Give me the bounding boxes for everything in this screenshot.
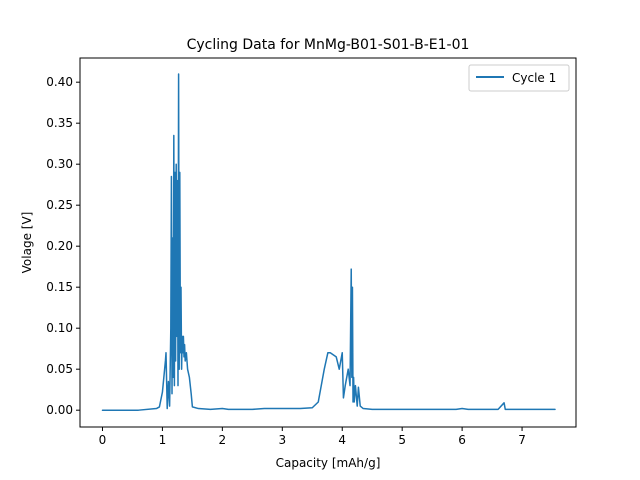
x-tick-label: 1 bbox=[159, 433, 167, 447]
x-tick-label: 0 bbox=[99, 433, 107, 447]
y-axis-label: Volage [V] bbox=[20, 212, 34, 274]
x-tick-label: 6 bbox=[458, 433, 466, 447]
y-tick-label: 0.00 bbox=[46, 403, 73, 417]
y-tick-label: 0.25 bbox=[46, 198, 73, 212]
plot-area bbox=[80, 58, 576, 427]
x-tick-label: 3 bbox=[278, 433, 286, 447]
y-tick-label: 0.35 bbox=[46, 116, 73, 130]
plot-frame bbox=[79, 57, 577, 428]
y-tick-label: 0.40 bbox=[46, 75, 73, 89]
legend-entry-cycle-1: Cycle 1 bbox=[512, 71, 556, 85]
chart-title: Cycling Data for MnMg-B01-S01-B-E1-01 bbox=[187, 37, 470, 53]
x-tick-label: 2 bbox=[219, 433, 227, 447]
series-line-cycle-1 bbox=[101, 73, 556, 411]
x-tick-label: 7 bbox=[518, 433, 526, 447]
y-tick-label: 0.15 bbox=[46, 280, 73, 294]
y-tick-label: 0.30 bbox=[46, 157, 73, 171]
y-tick-label: 0.20 bbox=[46, 239, 73, 253]
legend: Cycle 1 bbox=[468, 64, 570, 92]
series-layer bbox=[101, 73, 556, 411]
legend-box bbox=[468, 64, 570, 92]
y-tick-label: 0.10 bbox=[46, 321, 73, 335]
x-tick-label: 5 bbox=[398, 433, 406, 447]
x-axis-label: Capacity [mAh/g] bbox=[276, 456, 381, 470]
ticks-layer: 0 1 2 3 4 5 6 7 0.00 0.05 0.10 0.15 0.20 0.25 0.30 0.35… bbox=[46, 75, 526, 447]
x-tick-label: 4 bbox=[338, 433, 346, 447]
y-tick-label: 0.05 bbox=[46, 362, 73, 376]
